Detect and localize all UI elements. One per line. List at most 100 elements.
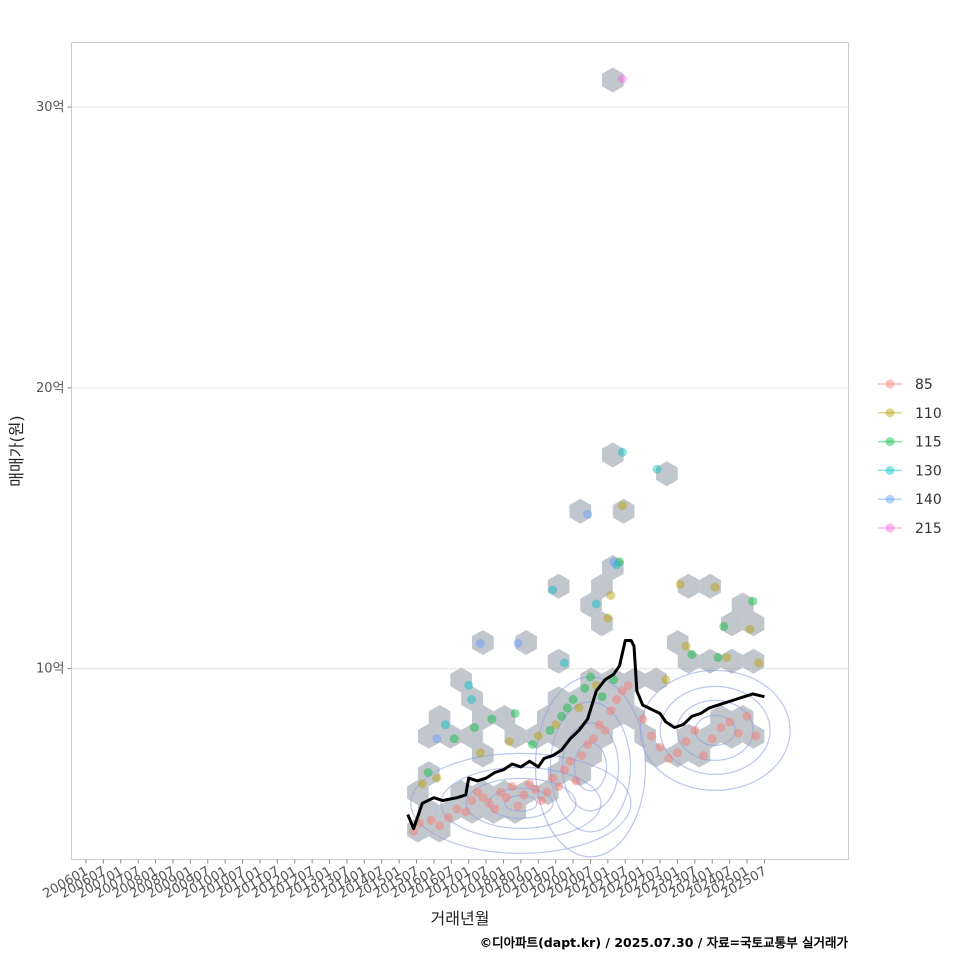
hexbin-cell	[699, 648, 721, 674]
density-contour	[410, 752, 632, 854]
scatter-point-110	[432, 773, 442, 783]
hexbin-cell	[742, 611, 765, 637]
scatter-point-85	[484, 798, 494, 808]
y-tick-label: 10억	[36, 662, 65, 677]
scatter-point-85	[513, 801, 523, 811]
scatter-point-85	[452, 804, 462, 814]
scatter-point-85	[478, 793, 488, 803]
scatter-point-110	[504, 737, 514, 747]
scatter-point-115	[557, 711, 566, 721]
hexbin-cell	[428, 705, 451, 730]
hexbin-cell	[515, 780, 537, 805]
density-contour	[504, 794, 538, 812]
scatter-point-85	[617, 686, 627, 696]
scatter-point-115	[719, 622, 729, 631]
legend-key-point	[885, 379, 895, 389]
hexbin-cell	[472, 705, 494, 730]
hexbin-cell	[450, 667, 472, 693]
hexbin-cell	[558, 705, 581, 730]
hexbin-cell	[472, 630, 494, 655]
scatter-point-85	[606, 706, 616, 716]
hexbin-cell	[677, 573, 700, 599]
scatter-point-85	[559, 765, 569, 775]
hexbin-cell	[515, 630, 537, 655]
scatter-point-85	[490, 804, 500, 814]
hexbin-cell	[461, 798, 483, 824]
legend-item: 215	[878, 521, 942, 537]
scatter-point-115	[687, 650, 697, 659]
hexbin-cell	[742, 648, 765, 674]
scatter-point-140	[475, 638, 485, 648]
hexbin-cell	[472, 780, 494, 805]
hexbin-cell	[677, 648, 700, 674]
scatter-point-110	[710, 582, 720, 592]
hexbin-cell	[612, 498, 635, 524]
hexbin-cell	[472, 742, 494, 768]
scatter-point-110	[475, 748, 485, 758]
hexbin-cell	[645, 667, 667, 693]
scatter-point-110	[617, 501, 627, 511]
scatter-point-85	[655, 742, 665, 752]
hexbin-cell	[601, 442, 624, 468]
scatter-point-85	[548, 773, 558, 783]
hexbin-cell	[731, 592, 754, 618]
hexbin-cell	[601, 67, 624, 93]
legend: 85 110 115 130 140 215	[878, 377, 942, 537]
scatter-point-115	[609, 675, 619, 685]
scatter-point-85	[664, 753, 674, 763]
hexbin-cell	[699, 573, 721, 599]
scatter-point-85	[530, 784, 540, 794]
legend-item: 115	[878, 435, 942, 451]
scatter-point-85	[472, 787, 482, 797]
hexbin-cell	[710, 705, 732, 730]
hexbin-cell	[742, 723, 765, 749]
scatter-point-215	[617, 74, 627, 84]
legend-key-point	[885, 523, 895, 533]
x-axis-title: 거래년월	[431, 909, 490, 928]
hexbin-cell	[677, 723, 700, 749]
scatter-point-110	[533, 731, 543, 741]
density-contour	[639, 669, 791, 791]
scatter-point-85	[507, 782, 517, 791]
hexbin-cell	[591, 723, 613, 749]
hexbin-cell	[580, 592, 602, 618]
scatter-point-130	[591, 599, 601, 609]
hexbin-cell	[569, 686, 592, 712]
scatter-point-85	[690, 725, 700, 735]
hexbin-cell	[601, 667, 624, 693]
hexbin-cell	[504, 723, 527, 749]
hexbin-cell	[580, 742, 602, 768]
scatter-point-85	[525, 779, 535, 789]
density-contour	[659, 685, 771, 775]
hexbin-cell	[569, 498, 592, 524]
chart-caption: ©디아파트(dapt.kr) / 2025.07.30 / 자료=국토교통부 실…	[480, 935, 849, 950]
hexbin-cell	[656, 461, 678, 487]
scatter-point-110	[603, 613, 613, 623]
legend-item: 140	[878, 492, 942, 508]
scatter-point-110	[606, 591, 616, 601]
scatter-point-110	[417, 779, 427, 789]
hexbin-cell	[591, 573, 613, 599]
hexbin-cell	[526, 723, 548, 749]
scatter-point-85	[435, 821, 445, 831]
x-axis: 2006012006072007012007072008012008072009…	[41, 859, 769, 902]
legend-key-point	[885, 437, 895, 447]
scatter-point-85	[600, 725, 610, 735]
scatter-point-85	[577, 751, 587, 761]
scatter-point-85	[707, 734, 717, 744]
legend-item: 85	[878, 377, 933, 393]
scatter-point-115	[487, 714, 497, 724]
legend-item: 130	[878, 463, 942, 479]
hexbin-cell	[721, 648, 743, 674]
scatter-point-85	[594, 720, 604, 730]
scatter-point-85	[501, 793, 511, 803]
hexbin-cell	[493, 780, 516, 805]
scatter-point-130	[467, 695, 477, 704]
density-contour	[534, 676, 647, 858]
scatter-point-85	[681, 737, 691, 747]
scatter-point-85	[565, 756, 575, 766]
scatter-point-140	[609, 557, 619, 567]
scatter-point-85	[542, 787, 552, 797]
hexbin-cell	[537, 780, 559, 805]
legend-label: 215	[915, 521, 942, 537]
